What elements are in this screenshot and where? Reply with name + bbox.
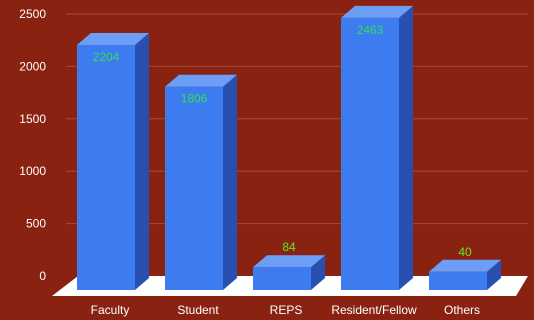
data-label: 1806 xyxy=(181,92,208,106)
y-tick-label: 2000 xyxy=(19,59,46,73)
bar-front xyxy=(165,86,223,290)
x-category-label: Student xyxy=(177,303,219,317)
data-label: 40 xyxy=(458,245,472,259)
x-category-label: Resident/Fellow xyxy=(331,303,417,317)
x-axis: Faculty Student REPS Resident/Fellow Others xyxy=(91,303,480,317)
bar-front xyxy=(341,17,399,291)
data-label: 84 xyxy=(282,240,296,254)
bar-side xyxy=(487,259,501,290)
data-label: 2204 xyxy=(93,50,120,64)
bar-top xyxy=(429,259,501,272)
bar-reps: 84 xyxy=(253,240,325,290)
bar-top xyxy=(165,74,237,87)
data-label: 2463 xyxy=(357,23,384,37)
y-tick-label: 2500 xyxy=(19,7,46,21)
bar-top xyxy=(253,255,325,268)
bars: 2204 1806 84 2463 40 xyxy=(77,5,501,291)
bar-faculty: 2204 xyxy=(77,33,149,291)
x-category-label: Faculty xyxy=(91,303,130,317)
bar-top xyxy=(341,5,413,18)
bar-front xyxy=(253,267,311,290)
bar-front xyxy=(77,45,135,291)
bar-side xyxy=(135,33,149,290)
y-tick-label: 500 xyxy=(26,217,46,231)
bar-resident-fellow: 2463 xyxy=(341,5,413,291)
y-tick-label: 0 xyxy=(39,269,46,283)
x-category-label: REPS xyxy=(270,303,303,317)
bar-top xyxy=(77,33,149,46)
x-category-label: Others xyxy=(444,303,480,317)
bar-student: 1806 xyxy=(165,74,237,290)
bar-front xyxy=(429,271,487,290)
bar-others: 40 xyxy=(429,245,501,290)
bar-side xyxy=(399,5,413,291)
y-tick-label: 1000 xyxy=(19,164,46,178)
bar-side xyxy=(223,74,237,290)
bar-side xyxy=(311,255,325,290)
y-axis: 0 500 1000 1500 2000 2500 xyxy=(19,7,46,283)
y-tick-label: 1500 xyxy=(19,112,46,126)
